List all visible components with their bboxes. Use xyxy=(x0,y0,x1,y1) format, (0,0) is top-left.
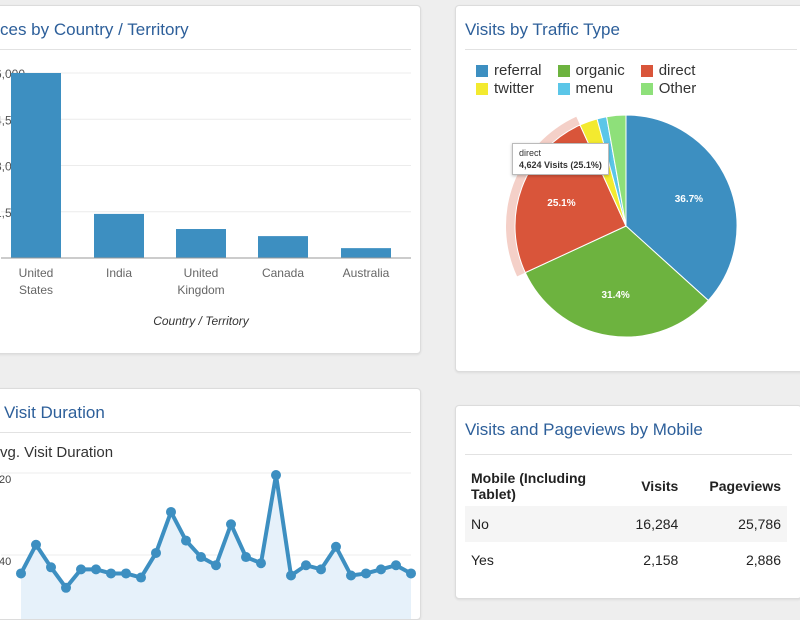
divider xyxy=(0,49,411,50)
pie-legend: referral organic direct twitter menu Other xyxy=(476,62,696,97)
bar-india xyxy=(94,213,144,258)
legend-swatch xyxy=(640,64,653,77)
slice-label: 31.4% xyxy=(601,290,629,301)
traffic-card: Visits by Traffic Type referral organic di… xyxy=(455,5,800,372)
x-tick-label: Canada xyxy=(262,266,304,280)
cell-pageviews: 2,886 xyxy=(745,552,781,568)
data-point xyxy=(61,582,71,593)
legend-swatch xyxy=(557,64,570,77)
bar-canada xyxy=(258,236,308,258)
x-tick-label: States xyxy=(19,283,53,297)
legend-swatch xyxy=(557,82,570,95)
legend-item-direct[interactable]: direct xyxy=(640,62,697,79)
data-point xyxy=(391,560,401,571)
legend-item-menu[interactable]: menu xyxy=(557,80,625,97)
legend-label: organic xyxy=(575,62,625,79)
data-point xyxy=(346,570,356,581)
data-point xyxy=(226,519,236,530)
data-point xyxy=(271,470,281,481)
table-row: Yes 2,158 2,886 xyxy=(465,542,787,578)
legend-label: menu xyxy=(575,80,614,97)
x-axis-title: Country / Territory xyxy=(153,314,250,328)
bar-united-states xyxy=(11,73,61,258)
traffic-card-title: Visits by Traffic Type xyxy=(465,20,620,39)
metric-label: vg. Visit Duration xyxy=(0,444,114,461)
x-tick-label: Kingdom xyxy=(177,283,224,297)
divider xyxy=(465,49,797,50)
x-tick-label: India xyxy=(106,266,132,280)
data-point xyxy=(46,562,56,573)
country-card-title: ces by Country / Territory xyxy=(0,20,189,39)
legend-item-organic[interactable]: organic xyxy=(557,62,625,79)
data-point xyxy=(376,564,386,575)
mobile-card: Visits and Pageviews by Mobile Mobile (I… xyxy=(455,405,800,599)
data-point xyxy=(166,506,176,517)
data-point xyxy=(136,572,146,583)
country-card: ces by Country / Territory 1,5003,0004,5… xyxy=(0,5,421,354)
bar-australia xyxy=(341,248,391,258)
legend-label: Other xyxy=(658,80,697,97)
y-tick-label: 20 xyxy=(0,474,11,486)
pie-slice-organic xyxy=(524,225,710,338)
col-header-pageviews[interactable]: Pageviews xyxy=(709,478,781,494)
legend-swatch xyxy=(476,64,488,77)
data-point xyxy=(331,541,341,552)
x-tick-label: United xyxy=(19,266,54,280)
data-point xyxy=(286,570,296,581)
legend-item-twitter[interactable]: twitter xyxy=(476,80,542,97)
x-tick-label: United xyxy=(184,266,219,280)
tooltip-name: direct xyxy=(519,148,542,158)
cell-visits: 16,284 xyxy=(617,506,685,542)
pie-slice-other xyxy=(605,114,627,227)
data-point xyxy=(316,564,326,575)
slice-label: 36.7% xyxy=(675,194,703,205)
legend-label: direct xyxy=(658,62,696,79)
data-point xyxy=(106,568,116,579)
data-point xyxy=(211,560,221,571)
cell-visits: 2,158 xyxy=(643,552,679,568)
legend-label: referral xyxy=(494,62,542,79)
cell-mobile: No xyxy=(465,506,617,542)
divider xyxy=(0,432,411,433)
data-point xyxy=(256,558,266,569)
bar-united-kingdom xyxy=(176,229,226,258)
legend-item-referral[interactable]: referral xyxy=(476,62,542,79)
mobile-table: Mobile (Including Tablet) Visits Pagevie… xyxy=(465,466,787,578)
data-point xyxy=(241,552,251,563)
data-point xyxy=(31,539,41,550)
pie-tooltip: direct 4,624 Visits (25.1%) xyxy=(512,143,609,175)
duration-line-chart: 40 20 xyxy=(0,470,416,619)
mobile-card-title: Visits and Pageviews by Mobile xyxy=(465,420,703,439)
legend-item-other[interactable]: Other xyxy=(640,80,697,97)
cell-pageviews: 25,786 xyxy=(684,506,787,542)
legend-label: twitter xyxy=(494,80,535,97)
data-point xyxy=(301,560,311,571)
legend-swatch xyxy=(476,82,488,95)
x-tick-label: Australia xyxy=(343,266,390,280)
traffic-pie-chart: 36.7% 31.4% 25.1% xyxy=(506,114,738,338)
data-point xyxy=(121,568,131,579)
legend-swatch xyxy=(640,82,653,95)
y-tick-label: 40 xyxy=(0,556,11,568)
data-point xyxy=(76,564,86,575)
table-row: No 16,284 25,786 xyxy=(465,506,787,542)
area-fill xyxy=(21,475,411,619)
data-point xyxy=(151,547,161,558)
data-point xyxy=(196,552,206,563)
country-bar-chart: 1,5003,0004,5006,000UnitedStatesIndiaUni… xyxy=(0,67,411,328)
col-header-mobile[interactable]: Mobile (Including Tablet) xyxy=(471,470,587,502)
cell-mobile: Yes xyxy=(471,552,494,568)
tooltip-value: 4,624 Visits (25.1%) xyxy=(519,160,602,170)
data-point xyxy=(91,564,101,575)
data-point xyxy=(361,568,371,579)
duration-card-title: Visit Duration xyxy=(4,403,105,422)
data-point xyxy=(181,535,191,546)
pie-slice-referral xyxy=(625,114,738,302)
divider xyxy=(465,454,792,455)
data-point xyxy=(16,568,26,579)
slice-label: 25.1% xyxy=(547,198,575,209)
col-header-visits[interactable]: Visits xyxy=(641,478,679,494)
data-point xyxy=(406,568,416,579)
duration-card: Visit Duration vg. Visit Duration 40 20 xyxy=(0,388,421,620)
